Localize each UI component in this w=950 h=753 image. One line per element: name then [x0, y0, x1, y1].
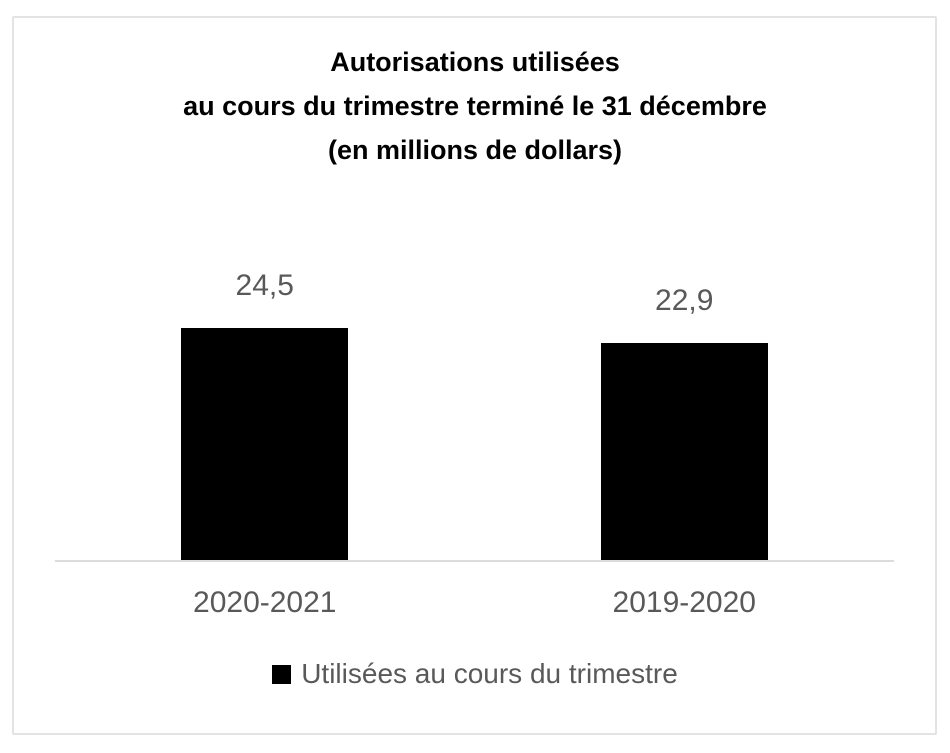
data-label-2019-2020: 22,9: [655, 284, 714, 317]
chart-border: [12, 16, 937, 735]
category-group-2020-2021: 24,5: [55, 268, 475, 561]
chart-title-line-3: (en millions de dollars): [327, 135, 623, 165]
category-label-2019-2020: 2019-2020: [612, 586, 756, 619]
data-label-2020-2021: 24,5: [235, 269, 294, 302]
legend-label: Utilisées au cours du trimestre: [301, 658, 678, 689]
legend: Utilisées au cours du trimestre: [0, 658, 950, 690]
x-axis-labels: 2020-2021 2019-2020: [55, 586, 894, 620]
category-group-2019-2020: 22,9: [475, 268, 895, 561]
legend-square-icon: [272, 664, 292, 684]
category-label-2020-2021: 2020-2021: [193, 586, 337, 619]
plot-area: 24,5 22,9: [55, 268, 894, 561]
chart-title-line-1: Autorisations utilisées: [330, 47, 620, 77]
bar-2020-2021: [181, 328, 349, 561]
chart-title-line-2: au cours du trimestre terminé le 31 déce…: [183, 91, 767, 121]
bar-2019-2020: [600, 343, 768, 561]
chart-title: Autorisations utilisées au cours du trim…: [0, 40, 950, 172]
x-axis-line: [55, 560, 894, 562]
